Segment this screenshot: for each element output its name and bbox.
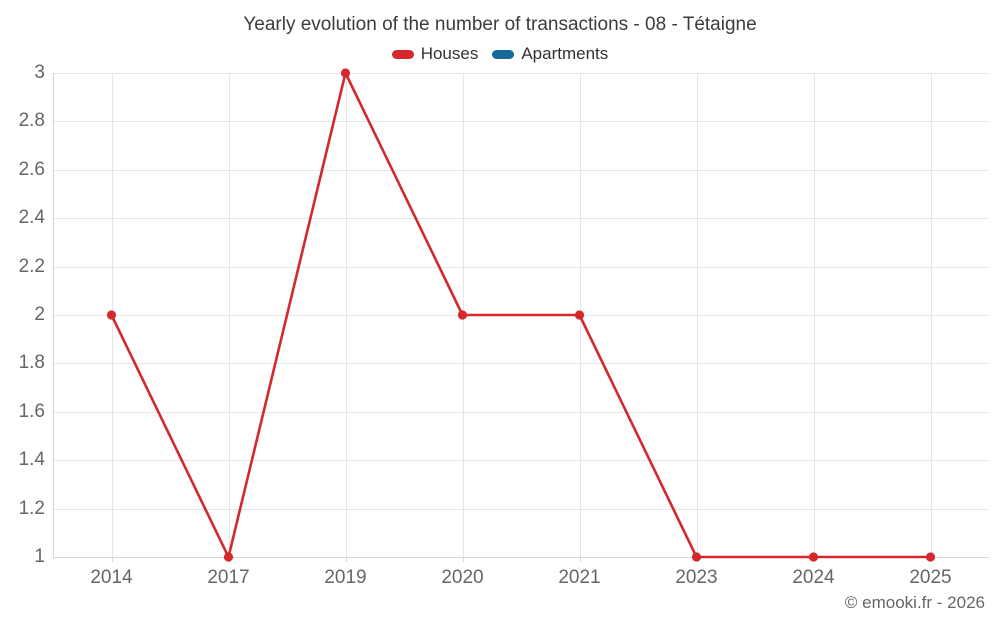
x-tick-label: 2014 (90, 567, 133, 588)
data-point-houses[interactable] (457, 310, 468, 320)
data-point-houses[interactable] (574, 310, 585, 320)
y-tick-label: 2.6 (18, 158, 45, 180)
y-tick-label: 3 (34, 62, 45, 83)
y-tick-label: 1.2 (18, 497, 45, 519)
x-tick-label: 2020 (441, 567, 484, 588)
data-point-houses[interactable] (223, 552, 234, 562)
x-tick-label: 2019 (324, 567, 367, 588)
y-tick-label: 2.4 (18, 207, 45, 229)
legend-label-apartments: Apartments (521, 44, 609, 63)
y-tick-label: 2.8 (18, 110, 45, 132)
y-tick-label: 1.4 (18, 449, 45, 471)
y-tick-label: 1.8 (18, 352, 45, 374)
legend: Houses Apartments (0, 44, 1000, 64)
data-point-houses[interactable] (808, 552, 819, 562)
legend-marker-apartments-icon (492, 49, 515, 59)
legend-item-houses[interactable]: Houses (391, 44, 479, 64)
x-tick-label: 2025 (909, 567, 952, 588)
series-line-houses (110, 71, 932, 559)
x-tick-label: 2021 (558, 567, 601, 588)
attribution: © emooki.fr - 2026 (844, 593, 985, 612)
legend-label-houses: Houses (420, 44, 479, 63)
y-tick-label: 1.6 (18, 400, 45, 422)
x-tick-label: 2024 (792, 567, 835, 588)
data-point-houses[interactable] (340, 68, 351, 78)
y-tick-label: 2.2 (18, 255, 45, 277)
y-tick-label: 2 (34, 304, 45, 325)
data-point-houses[interactable] (925, 552, 936, 562)
y-tick-label: 1 (34, 546, 45, 567)
chart-title: Yearly evolution of the number of transa… (243, 14, 757, 35)
data-point-houses[interactable] (106, 310, 117, 320)
legend-item-apartments[interactable]: Apartments (492, 44, 608, 64)
x-tick-label: 2023 (675, 567, 718, 588)
legend-marker-houses-icon (391, 49, 414, 59)
x-tick-label: 2017 (207, 567, 250, 588)
data-point-houses[interactable] (691, 552, 702, 562)
